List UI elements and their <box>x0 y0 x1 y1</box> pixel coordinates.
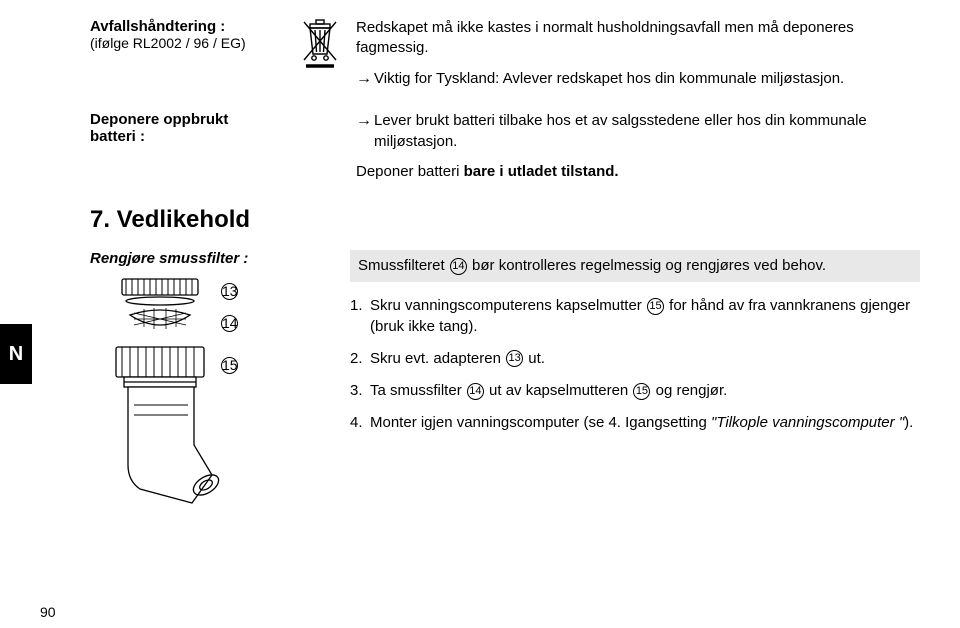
diagram-label-13: 13 <box>221 283 238 300</box>
section-heading: 7. Vedlikehold <box>90 206 920 234</box>
arrow-icon: → <box>356 111 374 152</box>
step-3: 3. Ta smussfilter 14 ut av kapselmuttere… <box>350 381 920 401</box>
weee-icon <box>290 18 350 99</box>
filter-diagram: 13 14 15 <box>94 275 274 505</box>
diagram-label-15: 15 <box>221 357 238 374</box>
step-4: 4. Monter igjen vanningscomputer (se 4. … <box>350 413 920 433</box>
diagram-label-14: 14 <box>221 315 238 332</box>
page-number: 90 <box>40 604 56 620</box>
disposal-body: Redskapet må ikke kastes i normalt husho… <box>356 18 920 59</box>
battery-arrow-text: Lever brukt batteri tilbake hos et av sa… <box>374 111 920 152</box>
battery-label-2: batteri : <box>90 128 290 145</box>
battery-label-1: Deponere oppbrukt <box>90 111 290 128</box>
disposal-label-1: Avfallshåndtering : <box>90 18 290 35</box>
arrow-icon: → <box>356 69 374 90</box>
battery-post-text: Deponer batteri bare i utladet tilstand. <box>356 162 920 182</box>
filter-highlight: Smussfilteret 14 bør kontrolleres regelm… <box>350 250 920 282</box>
step-1: 1. Skru vanningscomputerens kapselmutter… <box>350 296 920 337</box>
disposal-arrow-text: Viktig for Tyskland: Avlever redskapet h… <box>374 69 920 90</box>
step-2: 2. Skru evt. adapteren 13 ut. <box>350 349 920 369</box>
disposal-label-2: (ifølge RL2002 / 96 / EG) <box>90 35 290 51</box>
side-tab: N <box>0 324 32 384</box>
filter-label: Rengjøre smussfilter : <box>90 250 350 267</box>
